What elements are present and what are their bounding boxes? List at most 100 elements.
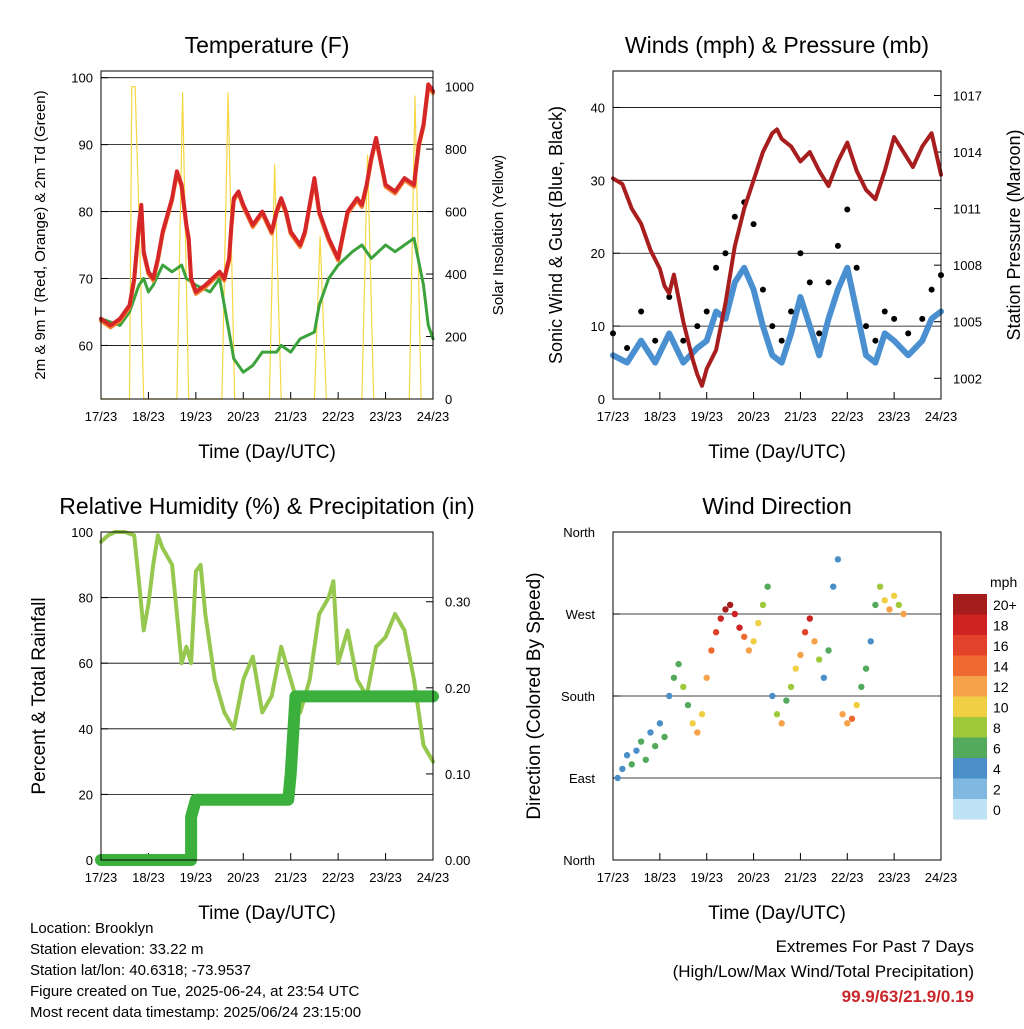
y2-tick-label: 0.30 [445,595,470,610]
x-axis-label: Time (Day/UTC) [198,442,336,463]
x-tick-label: 21/23 [274,409,307,424]
x-tick-label: 22/23 [322,409,355,424]
y-tick-label: 100 [71,71,93,86]
y-tick-label: 40 [591,100,605,115]
y-tick-label: South [561,689,595,704]
legend-label: 4 [993,761,1001,777]
direction-point [876,583,884,590]
x-tick-label: 24/23 [417,870,450,885]
legend-label: 14 [993,659,1009,675]
x-tick-label: 22/23 [831,409,864,424]
direction-point [661,733,668,741]
x-axis-label: Time (Day/UTC) [708,903,846,924]
y-tick-label: 30 [591,173,605,188]
x-tick-label: 21/23 [784,409,817,424]
plot-frame [100,531,434,861]
direction-point [764,583,771,590]
chart-title: Relative Humidity (%) & Precipitation (i… [59,493,474,519]
y2-axis-label: Solar Insolation (Yellow) [490,155,507,315]
y-tick-label: East [569,771,595,786]
direction-point [614,774,621,782]
direction-point [848,715,856,722]
legend-label: 2 [993,782,1001,798]
gust-point [703,308,710,315]
direction-point [773,711,781,718]
direction-point [680,683,687,691]
y-tick-label: 20 [591,246,605,261]
precipitation-line [95,690,439,866]
direction-point [792,665,799,672]
gust-point [872,337,879,344]
gust-point [863,323,870,330]
direction-point [900,610,907,618]
gust-point [759,286,766,293]
direction-point [895,601,903,609]
plot-frame [100,70,434,400]
y-axis-label: Direction (Colored By Speed) [524,572,545,819]
x-tick-label: 20/23 [227,870,260,885]
station-latlon: Station lat/lon: 40.6318; -73.9537 [30,962,252,979]
gust-point [806,279,813,286]
gust-point [666,293,673,300]
x-tick-label: 24/23 [925,870,958,885]
wind-speed-line [610,264,944,366]
direction-point [759,601,767,609]
y2-tick-label: 800 [445,142,467,157]
x-tick-label: 23/23 [878,409,911,424]
legend-label: 18 [993,618,1009,634]
legend-label: 16 [993,638,1009,654]
direction-point [741,633,748,640]
legend-swatch [953,737,987,758]
direction-point [675,660,682,668]
direction-point [694,729,701,736]
direction-point [778,720,785,727]
direction-point [703,674,710,681]
temperature-9m-line [99,84,435,330]
gust-point [731,213,738,220]
legend-swatch [953,758,987,779]
direction-point [811,638,818,645]
y-tick-label: West [566,607,596,622]
y-tick-label: 100 [71,525,93,540]
direction-point [867,638,874,645]
y2-tick-label: 1002 [953,371,982,386]
x-tick-label: 24/23 [925,409,958,424]
legend-swatch [953,614,987,635]
gust-point [750,221,757,228]
direction-point [825,647,832,654]
gust-point [788,308,795,315]
x-tick-label: 18/23 [132,409,165,424]
legend-swatch [953,696,987,717]
y2-tick-label: 1000 [445,80,474,95]
x-tick-label: 22/23 [831,870,864,885]
y-tick-label: 10 [591,319,605,334]
station-elevation: Station elevation: 33.22 m [30,941,204,958]
direction-point [651,742,659,750]
direction-point [815,656,823,663]
direction-point [839,711,846,718]
y2-tick-label: 0.20 [445,681,470,696]
x-tick-label: 20/23 [737,870,770,885]
x-tick-label: 17/23 [597,870,630,885]
direction-point [872,601,879,609]
legend-swatch [953,799,987,820]
direction-point [736,624,743,631]
direction-point [712,629,720,636]
gust-point [680,337,687,344]
direction-point [886,606,893,613]
y-tick-label: 60 [79,338,93,353]
direction-point [647,729,654,736]
gust-point [881,308,888,315]
x-tick-label: 20/23 [227,409,260,424]
legend-swatch [953,635,987,656]
direction-point [844,720,851,727]
chart-panel-3: Relative Humidity (%) & Precipitation (i… [29,493,475,924]
x-tick-label: 23/23 [369,409,402,424]
speed-legend: mph 20+ 18 16 14 12 10 8 6 4 2 0 [953,574,1017,820]
chart-title: Temperature (F) [185,32,350,58]
y2-tick-label: 1008 [953,258,982,273]
extremes-subtitle: (High/Low/Max Wind/Total Precipitation) [672,962,974,981]
legend-swatch [953,655,987,676]
direction-point [801,629,809,636]
